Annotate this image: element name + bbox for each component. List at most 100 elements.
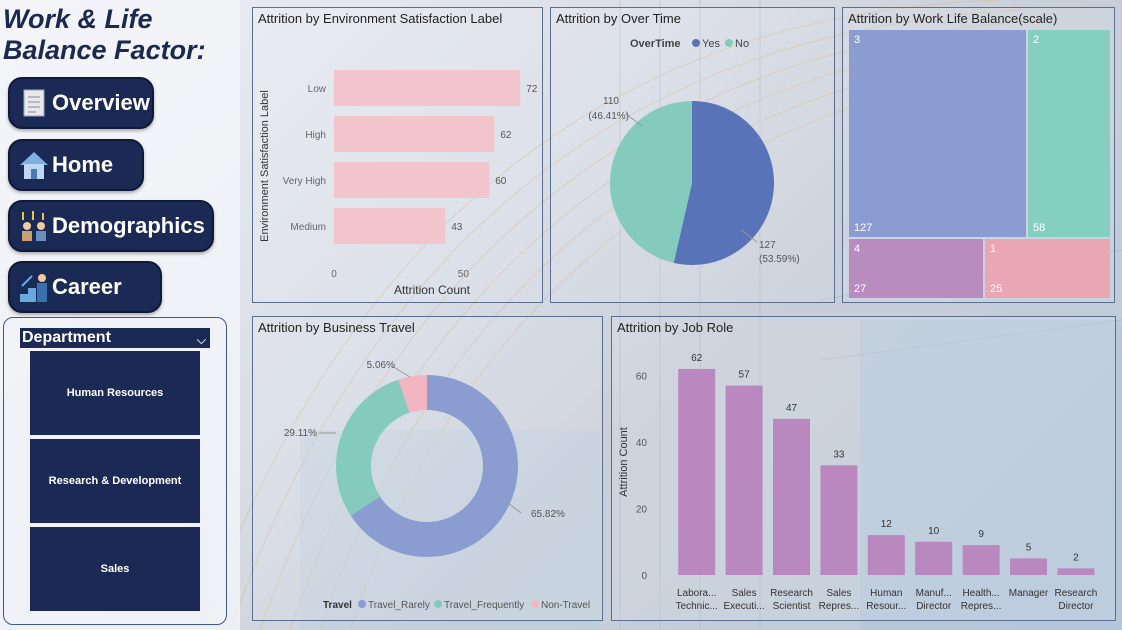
demographics-button[interactable]: Demographics xyxy=(8,200,214,252)
env-x-axis-label: Attrition Count xyxy=(394,283,471,297)
legend-no-marker xyxy=(725,39,733,47)
env-satisfaction-title: Attrition by Environment Satisfaction La… xyxy=(258,11,503,26)
document-icon xyxy=(23,89,45,117)
travel-slice[interactable] xyxy=(398,375,427,413)
env-y-axis-label: Environment Satisfaction Label xyxy=(259,90,271,242)
job-role-panel: Attrition by Job Role 0 20 40 60 Attrition C… xyxy=(611,316,1116,621)
job-role-chart: 0 20 40 60 Attrition Count 62 Labora... Technic… xyxy=(618,353,1097,612)
wlb-tile[interactable]: 1 25 xyxy=(985,239,1110,298)
slicer-item-label: Human Resources xyxy=(66,387,164,399)
department-slicer-header[interactable]: Department ⌵ xyxy=(20,328,210,348)
jobrole-bar[interactable] xyxy=(820,465,858,575)
jobrole-bar[interactable] xyxy=(773,418,810,575)
jobrole-bar[interactable] xyxy=(867,535,905,575)
wlb-tile[interactable]: 4 27 xyxy=(849,239,983,298)
travel-leader-line xyxy=(507,502,522,514)
jobrole-category-label: Manager xyxy=(1009,588,1049,599)
env-bar[interactable] xyxy=(334,162,490,198)
chevron-down-icon[interactable]: ⌵ xyxy=(196,333,206,347)
jobrole-bar[interactable] xyxy=(725,385,763,575)
wlb-treemap: 3 127 2 58 4 27 1 25 xyxy=(849,30,1110,298)
jobrole-data-label: 5 xyxy=(1026,542,1032,553)
career-button[interactable]: Career xyxy=(8,261,162,313)
legend-no-label[interactable]: No xyxy=(735,38,749,50)
jobrole-y-tick: 0 xyxy=(641,571,647,582)
wlb-tile[interactable]: 2 58 xyxy=(1028,30,1110,237)
jobrole-bar[interactable] xyxy=(915,541,953,575)
slicer-item-sales[interactable]: Sales xyxy=(30,527,200,611)
wlb-tile-label: 4 xyxy=(854,243,861,255)
overtime-data-label: (46.41%) xyxy=(588,111,629,122)
legend-yes-label[interactable]: Yes xyxy=(702,38,720,50)
jobrole-y-tick: 40 xyxy=(636,438,648,449)
overtime-panel: Attrition by Over Time OverTime Yes No 110 (… xyxy=(550,7,835,303)
env-bar[interactable] xyxy=(334,116,495,152)
overtime-data-label: 110 xyxy=(603,96,619,107)
slicer-item-human-resources[interactable]: Human Resources xyxy=(30,351,200,435)
wlb-tile-value: 27 xyxy=(854,283,867,295)
jobrole-y-axis-label: Attrition Count xyxy=(618,427,630,497)
overtime-leader-line xyxy=(740,229,758,243)
wlb-tile-value: 58 xyxy=(1033,222,1046,234)
jobrole-category-label: Director xyxy=(916,601,952,612)
travel-slice[interactable] xyxy=(350,375,518,557)
overview-button[interactable]: Overview xyxy=(8,77,154,129)
jobrole-data-label: 9 xyxy=(978,529,984,540)
wlb-tile-label: 1 xyxy=(990,243,997,255)
travel-legend-label[interactable]: Travel_Frequently xyxy=(444,600,524,611)
wlb-tile[interactable]: 3 127 xyxy=(849,30,1026,237)
page-title: Work & Life Balance Factor: xyxy=(3,4,238,66)
travel-legend-label[interactable]: Non-Travel xyxy=(541,600,590,611)
travel-data-label: 29.11% xyxy=(284,428,317,439)
overtime-title: Attrition by Over Time xyxy=(556,11,681,26)
jobrole-category-label: Research xyxy=(1054,588,1097,599)
slicer-item-research-development[interactable]: Research & Development xyxy=(30,439,200,523)
people-icon xyxy=(22,211,46,241)
overtime-slice[interactable] xyxy=(610,101,692,263)
overtime-data-label: (53.59%) xyxy=(759,254,800,265)
jobrole-data-label: 47 xyxy=(786,403,798,414)
business-travel-chart: 65.82% 29.11% 5.06% Travel Travel_Rarely Trav… xyxy=(284,360,590,611)
env-x-tick: 50 xyxy=(458,269,470,280)
business-travel-title: Attrition by Business Travel xyxy=(258,320,415,335)
env-data-label: 72 xyxy=(526,84,538,95)
overtime-slice[interactable] xyxy=(673,101,775,266)
jobrole-category-label: Manuf... xyxy=(916,588,952,599)
home-button[interactable]: Home xyxy=(8,139,144,191)
env-data-label: 60 xyxy=(495,176,507,187)
wlb-tile-label: 2 xyxy=(1033,34,1040,46)
jobrole-data-label: 57 xyxy=(739,370,751,381)
slicer-item-label: Research & Development xyxy=(48,475,182,487)
env-satisfaction-panel: Attrition by Environment Satisfaction La… xyxy=(252,7,543,303)
page-title-line-2: Balance Factor: xyxy=(3,35,206,65)
env-bar[interactable] xyxy=(334,208,446,244)
jobrole-bar[interactable] xyxy=(962,545,1000,575)
overview-label: Overview xyxy=(52,90,150,115)
jobrole-category-label: Scientist xyxy=(773,601,811,612)
career-growth-icon xyxy=(20,274,47,302)
jobrole-bar[interactable] xyxy=(1057,568,1095,575)
business-travel-panel: Attrition by Business Travel 65.82% 29.11… xyxy=(252,316,603,621)
jobrole-category-label: Sales xyxy=(826,588,851,599)
jobrole-bar[interactable] xyxy=(1010,558,1047,575)
jobrole-category-label: Human xyxy=(870,588,902,599)
travel-legend-label[interactable]: Travel_Rarely xyxy=(368,600,430,611)
wlb-tile-value: 25 xyxy=(990,283,1003,295)
env-category-label: Low xyxy=(308,84,327,95)
env-satisfaction-chart: Low 72 High 62 Very High 60 Medium 43 0 50 Attriti… xyxy=(259,70,538,297)
travel-data-label: 5.06% xyxy=(367,360,395,371)
travel-leader-line xyxy=(391,365,411,378)
env-x-tick: 0 xyxy=(331,269,337,280)
jobrole-data-label: 10 xyxy=(928,526,940,537)
jobrole-data-label: 33 xyxy=(833,449,845,460)
jobrole-bar[interactable] xyxy=(678,368,716,575)
house-icon xyxy=(20,152,48,179)
jobrole-category-label: Resour... xyxy=(866,601,906,612)
career-label: Career xyxy=(52,274,122,299)
department-slicer: Department ⌵ Human Resources Research & … xyxy=(3,317,227,625)
env-bar[interactable] xyxy=(334,70,521,106)
jobrole-category-label: Technic... xyxy=(676,601,718,612)
department-slicer-title: Department xyxy=(22,329,111,346)
travel-slice[interactable] xyxy=(336,379,410,516)
travel-legend-marker xyxy=(434,600,442,608)
